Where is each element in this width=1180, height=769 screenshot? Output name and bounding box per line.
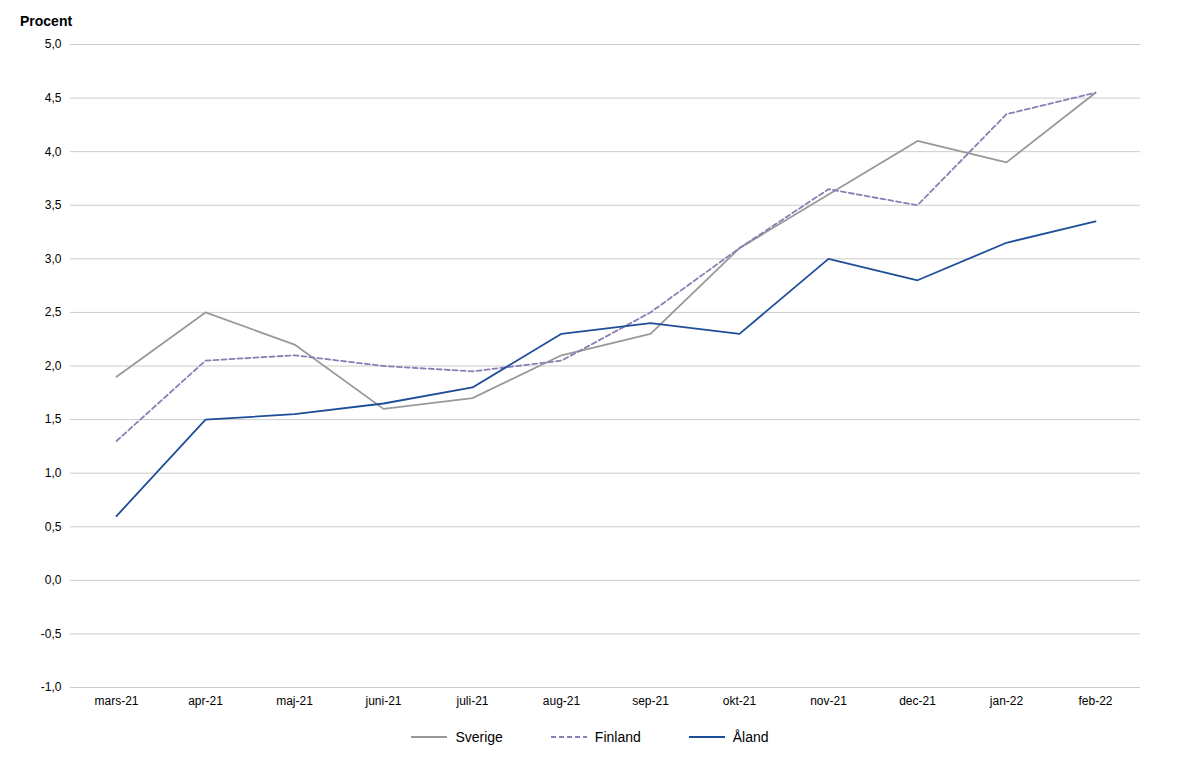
svg-text:mars-21: mars-21 (94, 694, 138, 708)
svg-text:nov-21: nov-21 (810, 694, 847, 708)
svg-text:jan-22: jan-22 (989, 694, 1024, 708)
svg-text:1,5: 1,5 (45, 412, 62, 426)
svg-text:apr-21: apr-21 (188, 694, 223, 708)
svg-text:sep-21: sep-21 (632, 694, 669, 708)
svg-text:2,0: 2,0 (45, 359, 62, 373)
svg-text:2,5: 2,5 (45, 305, 62, 319)
svg-text:4,5: 4,5 (45, 91, 62, 105)
svg-text:juli-21: juli-21 (455, 694, 488, 708)
svg-text:3,0: 3,0 (45, 252, 62, 266)
svg-text:feb-22: feb-22 (1078, 694, 1112, 708)
svg-text:okt-21: okt-21 (723, 694, 757, 708)
svg-text:juni-21: juni-21 (364, 694, 401, 708)
svg-text:-0,5: -0,5 (41, 627, 62, 641)
svg-text:0,0: 0,0 (45, 573, 62, 587)
svg-text:-1,0: -1,0 (41, 680, 62, 694)
svg-text:1,0: 1,0 (45, 466, 62, 480)
html-text:Sverige: Sverige (455, 729, 503, 745)
html-text:Procent: Procent (20, 13, 73, 29)
svg-text:maj-21: maj-21 (276, 694, 313, 708)
svg-text:aug-21: aug-21 (543, 694, 581, 708)
svg-text:0,5: 0,5 (45, 520, 62, 534)
html-text:Finland: Finland (594, 729, 641, 745)
html-text:Åland: Åland (732, 729, 769, 745)
svg-text:3,5: 3,5 (45, 198, 62, 212)
svg-text:dec-21: dec-21 (899, 694, 936, 708)
svg-text:4,0: 4,0 (45, 145, 62, 159)
svg-text:5,0: 5,0 (45, 37, 62, 51)
